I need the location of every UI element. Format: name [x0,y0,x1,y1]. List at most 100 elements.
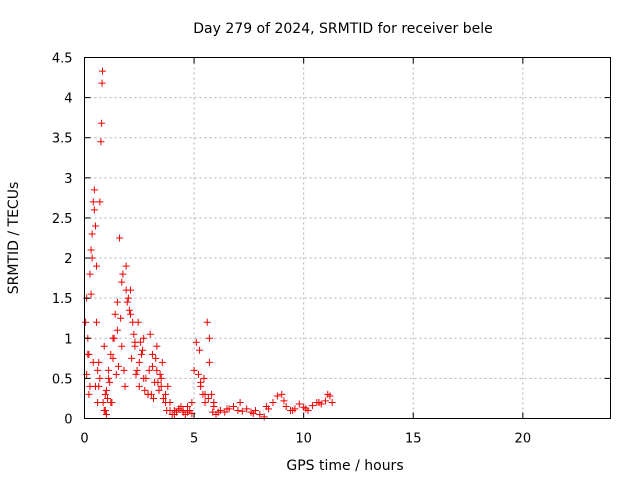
data-point [140,374,148,382]
data-point [159,394,167,402]
data-point [196,346,204,354]
data-point [155,386,163,394]
data-point [153,342,161,350]
data-point [136,338,144,346]
data-point [95,358,103,366]
data-point [101,390,109,398]
data-point [162,398,170,406]
data-point [148,350,156,358]
data-point [204,394,212,402]
data-point [137,350,145,358]
data-point [324,390,332,398]
data-point [97,138,105,146]
x-tick-label: 0 [80,432,88,447]
data-point [106,378,114,386]
data-point [145,366,153,374]
data-point [98,79,106,87]
data-point [122,286,130,294]
data-point [107,350,115,358]
data-point [197,378,205,386]
data-point [209,408,217,416]
data-point [112,370,120,378]
data-point [119,270,127,278]
data-point [201,390,209,398]
data-point [122,262,130,270]
data-point [98,67,106,75]
data-point [89,198,97,206]
data-point [91,222,99,230]
data-point [273,392,281,400]
data-point [88,230,96,238]
x-axis-title: GPS time / hours [286,458,403,474]
data-point [210,398,218,406]
data-point [223,405,231,413]
data-point [148,362,156,370]
data-point [289,406,297,414]
data-point [234,406,242,414]
data-point [93,318,101,326]
data-point [280,397,288,405]
data-point [113,326,121,334]
data-point [203,318,211,326]
data-point [175,405,183,413]
data-point [124,294,132,302]
data-point [158,358,166,366]
data-point [302,405,310,413]
data-point [322,397,330,405]
data-point [249,410,257,418]
data-point [85,390,93,398]
data-point [102,410,110,418]
data-point [117,314,125,322]
data-point [87,246,95,254]
data-point [238,407,246,415]
data-point [150,394,158,402]
plot-frame [84,57,611,419]
data-points [82,67,336,421]
axis-ticks: 0 0.5 1 1.5 2 2.5 3 3.5 4 4.5 0 5 10 15 20 [52,52,611,447]
data-point [205,334,213,342]
data-point [256,410,264,418]
data-point [282,402,290,410]
data-point [243,405,251,413]
data-point [140,334,148,342]
data-point [147,390,155,398]
data-point [135,358,143,366]
data-point [157,382,165,390]
chart-title: Day 279 of 2024, SRMTID for receiver bel… [193,21,492,37]
x-tick-label: 20 [515,432,532,447]
data-point [86,382,94,390]
x-tick-label: 10 [295,432,312,447]
data-point [98,119,106,127]
data-point [205,358,213,366]
data-point [109,354,117,362]
data-point [100,342,108,350]
data-point [123,298,131,306]
data-point [154,378,162,386]
data-point [105,374,113,382]
data-point [164,382,172,390]
data-point [90,206,98,214]
data-point [130,330,138,338]
y-tick-label: 0 [64,413,72,428]
data-point [111,310,119,318]
y-tick-label: 1 [64,332,72,347]
y-tick-label: 2 [64,252,72,267]
data-point [139,346,147,354]
data-point [133,366,141,374]
data-point [163,406,171,414]
data-point [157,374,165,382]
data-point [102,386,110,394]
data-point [260,413,268,421]
y-tick-label: 4 [64,92,72,107]
data-point [278,390,286,398]
data-point [230,402,238,410]
data-point [96,374,104,382]
y-tick-label: 3 [64,172,72,187]
data-point [110,334,118,342]
y-tick-label: 2.5 [52,212,73,227]
data-point [116,234,124,242]
data-point [93,262,101,270]
data-point [84,350,92,358]
data-point [192,338,200,346]
